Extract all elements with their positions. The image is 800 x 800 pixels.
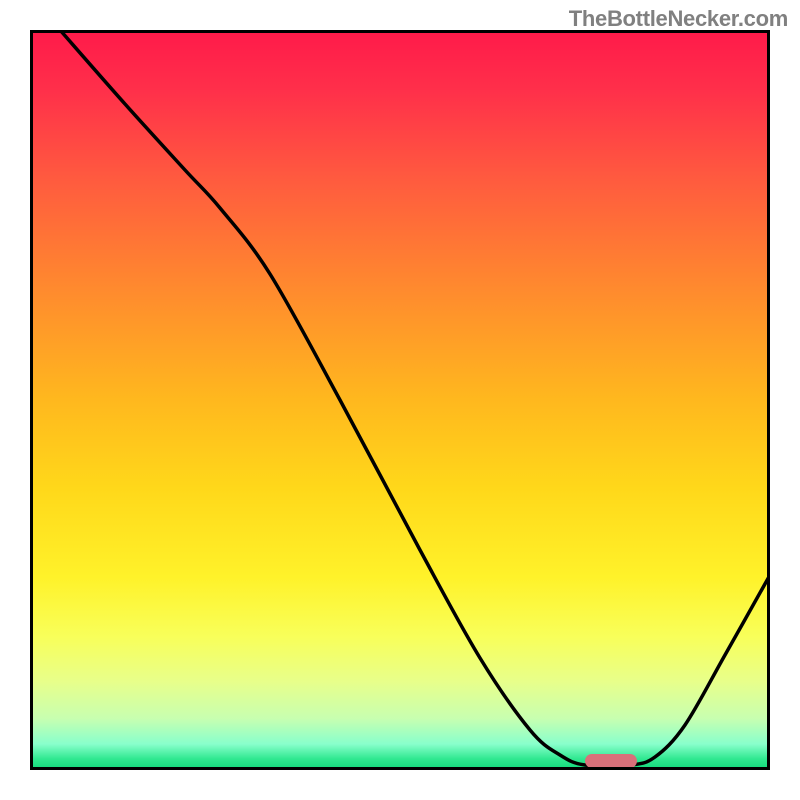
watermark-text: TheBottleNecker.com (569, 6, 788, 32)
bottleneck-curve (30, 30, 770, 770)
plot-area (30, 30, 770, 770)
bottleneck-chart: TheBottleNecker.com (0, 0, 800, 800)
optimal-point-marker (585, 754, 637, 768)
